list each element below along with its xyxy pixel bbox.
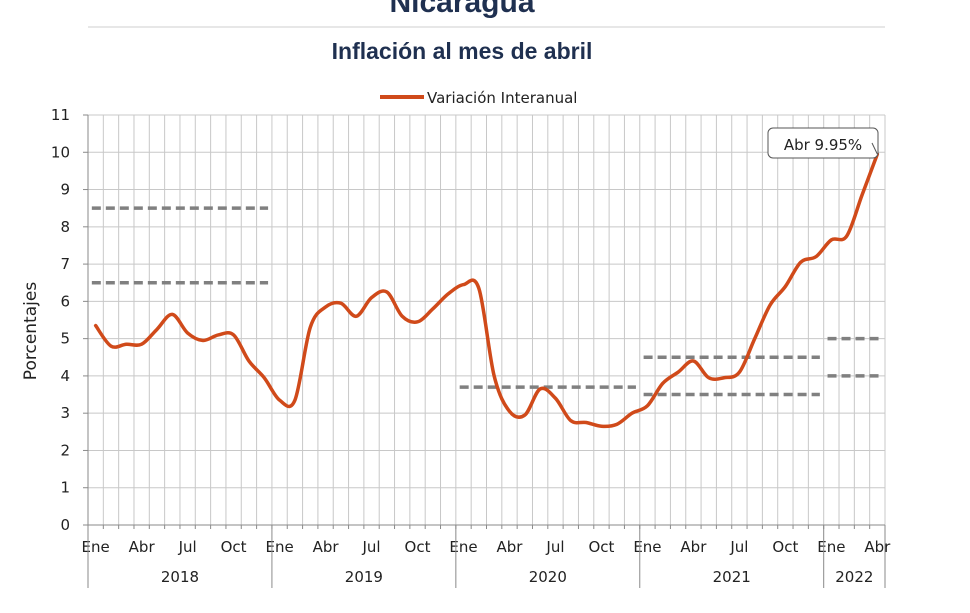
y-tick-label: 1 bbox=[60, 479, 70, 497]
x-month-label: Ene bbox=[633, 538, 661, 556]
y-tick-label: 6 bbox=[60, 292, 70, 310]
y-tick-labels: 0 1 2 3 4 5 6 7 8 9 10 11 bbox=[51, 106, 88, 534]
x-month-label: Jul bbox=[361, 538, 380, 556]
x-axis: Ene Abr Jul Oct Ene Abr Jul Oct Ene Abr Jul Oct Ene A… bbox=[82, 524, 891, 588]
x-month-label: Oct bbox=[588, 538, 614, 556]
x-year-label: 2018 bbox=[161, 568, 199, 586]
x-year-label: 2020 bbox=[529, 568, 567, 586]
x-month-label: Ene bbox=[449, 538, 477, 556]
y-tick-label: 2 bbox=[60, 441, 70, 459]
x-month-label: Oct bbox=[772, 538, 798, 556]
grid bbox=[87, 114, 886, 526]
x-month-label: Ene bbox=[817, 538, 845, 556]
x-month-label: Jul bbox=[178, 538, 197, 556]
y-axis-label: Porcentajes bbox=[21, 282, 41, 381]
y-tick-label: 9 bbox=[60, 181, 70, 199]
x-year-label: 2021 bbox=[713, 568, 751, 586]
x-month-label: Abr bbox=[497, 538, 524, 556]
title-group: Nicaragua Inflación al mes de abril bbox=[88, 0, 885, 64]
chart-subtitle: Inflación al mes de abril bbox=[332, 38, 593, 64]
legend: Variación Interanual bbox=[380, 89, 577, 107]
y-tick-label: 7 bbox=[60, 255, 70, 273]
callout-box bbox=[767, 127, 879, 159]
x-month-label: Abr bbox=[129, 538, 156, 556]
x-month-label: Oct bbox=[405, 538, 431, 556]
series-line-variacion-interanual bbox=[93, 152, 880, 429]
y-tick-label: 10 bbox=[51, 143, 70, 161]
x-month-label: Jul bbox=[729, 538, 748, 556]
x-month-label: Jul bbox=[545, 538, 564, 556]
legend-label: Variación Interanual bbox=[427, 89, 577, 107]
country-title: Nicaragua bbox=[389, 0, 534, 19]
x-year-label: 2019 bbox=[345, 568, 383, 586]
y-tick-label: 11 bbox=[51, 106, 70, 124]
y-tick-label: 0 bbox=[60, 516, 70, 534]
callout-leader bbox=[871, 142, 878, 155]
x-month-label: Abr bbox=[313, 538, 340, 556]
reference-bands bbox=[91, 206, 882, 397]
callout-text: Abr 9.95% bbox=[784, 136, 862, 154]
y-tick-label: 5 bbox=[60, 330, 70, 348]
y-tick-label: 8 bbox=[60, 218, 70, 236]
x-month-label: Oct bbox=[221, 538, 247, 556]
y-tick-label: 4 bbox=[60, 367, 70, 385]
x-month-label: Abr bbox=[680, 538, 707, 556]
x-month-label: Ene bbox=[265, 538, 293, 556]
x-year-label: 2022 bbox=[835, 568, 873, 586]
x-month-label: Ene bbox=[82, 538, 110, 556]
annotation-callout: Abr 9.95% bbox=[767, 127, 879, 159]
y-tick-label: 3 bbox=[60, 404, 70, 422]
series-layer bbox=[93, 152, 880, 429]
x-month-label: Abr bbox=[864, 538, 891, 556]
